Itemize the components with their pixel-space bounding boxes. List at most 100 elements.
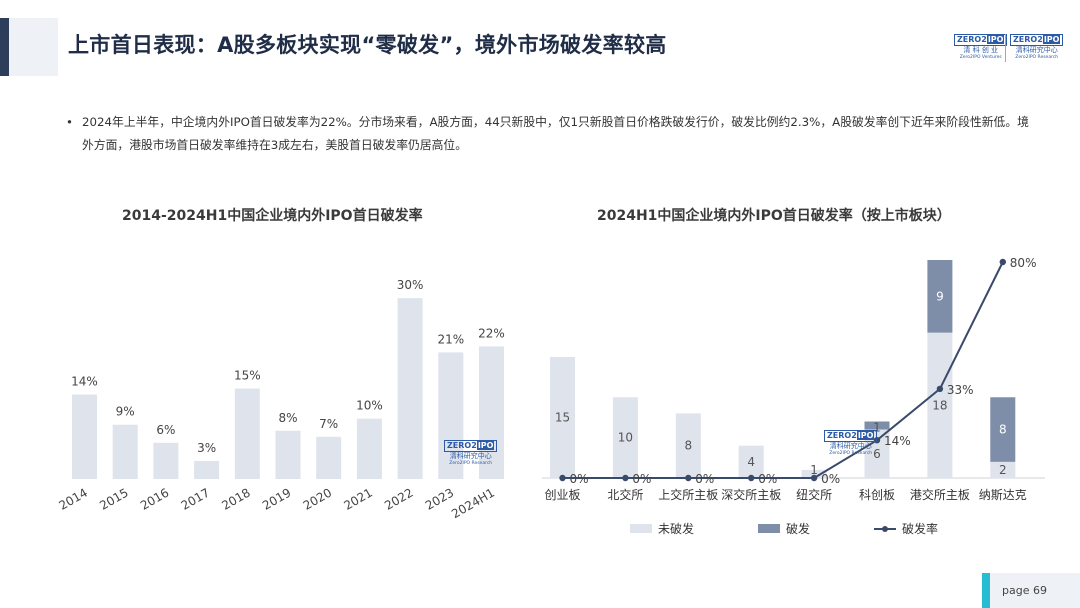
rate-label-深交所主板: 0% xyxy=(758,472,777,486)
x-tick-纳斯达克: 纳斯达克 xyxy=(979,488,1027,502)
logo-wordmark: ZERO2IPO xyxy=(954,34,1008,46)
rate-point-深交所主板 xyxy=(748,474,755,482)
data-label-2014: 14% xyxy=(71,375,98,389)
x-tick-纽交所: 纽交所 xyxy=(796,487,832,502)
bullet-point: • xyxy=(66,115,73,129)
page-number: page 69 xyxy=(1002,584,1047,597)
watermark-left: ZERO2IPO 清科研究中心 Zero2IPO Research xyxy=(444,440,498,467)
bar-unbroken-上交所主板 xyxy=(675,413,701,478)
logo-english-name: Zero2IPO Research xyxy=(1015,55,1059,60)
summary-text: 2024年上半年，中企境内外IPO首日破发率为22%。分市场来看，A股方面，44… xyxy=(82,115,1029,152)
zero2ipo-research-logo: ZERO2IPO 清科研究中心 Zero2IPO Research xyxy=(1010,34,1064,62)
legend-item-broken: 破发 xyxy=(758,520,810,537)
x-tick-北交所: 北交所 xyxy=(607,487,643,502)
bar-2024H1 xyxy=(479,346,504,479)
chart2-legend: 未破发 破发 破发率 xyxy=(630,520,938,537)
legend-swatch-broken xyxy=(758,524,781,533)
label-broken-纳斯达克: 8 xyxy=(999,423,1007,437)
legend-label-unbroken: 未破发 xyxy=(658,522,695,536)
rate-label-港交所主板: 33% xyxy=(947,383,974,397)
data-label-2023: 21% xyxy=(437,332,464,346)
rate-point-创业板 xyxy=(559,474,566,482)
rate-point-纳斯达克 xyxy=(999,258,1006,266)
summary-paragraph: • 2024年上半年，中企境内外IPO首日破发率为22%。分市场来看，A股方面，… xyxy=(66,111,1036,157)
bar-unbroken-纳斯达克 xyxy=(990,461,1016,478)
bar-2015 xyxy=(112,424,138,479)
x-tick-创业板: 创业板 xyxy=(544,488,580,502)
legend-item-rate: 破发率 xyxy=(874,520,938,537)
rate-label-创业板: 0% xyxy=(570,472,589,486)
data-label-2017: 3% xyxy=(197,441,216,455)
bar-2017 xyxy=(194,460,220,479)
label-unbroken-创业板: 15 xyxy=(555,410,570,424)
data-label-2022: 30% xyxy=(397,278,424,292)
logo-chinese-name: 清 科 创 业 xyxy=(963,46,999,54)
rate-label-纽交所: 0% xyxy=(821,472,840,486)
bar-2014 xyxy=(72,394,97,479)
bar-unbroken-创业板 xyxy=(550,356,575,478)
data-label-2015: 9% xyxy=(116,405,135,419)
watermark-wordmark: ZERO2IPO xyxy=(444,440,498,452)
data-label-2020: 7% xyxy=(319,417,338,431)
x-tick-深交所主板: 深交所主板 xyxy=(721,487,781,502)
bar-broken-科创板 xyxy=(864,421,890,430)
bar-2020 xyxy=(316,436,342,479)
x-tick-上交所主板: 上交所主板 xyxy=(658,487,718,502)
legend-swatch-rate-line xyxy=(874,525,897,532)
x-tick-港交所主板: 港交所主板 xyxy=(910,487,970,502)
bar-2023 xyxy=(438,352,464,479)
label-unbroken-上交所主板: 8 xyxy=(684,439,692,453)
data-label-2019: 8% xyxy=(278,411,297,425)
legend-swatch-unbroken xyxy=(630,524,652,533)
rate-line xyxy=(562,261,1004,479)
legend-item-unbroken: 未破发 xyxy=(630,520,694,537)
chart1-title: 2014-2024H1中国企业境内外IPO首日破发率 xyxy=(122,208,423,224)
title-accent-bar xyxy=(0,18,9,76)
logo-wordmark: ZERO2IPO xyxy=(1010,34,1064,46)
x-tick-科创板: 科创板 xyxy=(859,488,895,502)
legend-label-broken: 破发 xyxy=(786,522,811,536)
page-number-accent xyxy=(982,573,990,608)
bar-2021 xyxy=(356,418,382,479)
bar-unbroken-深交所主板 xyxy=(738,445,764,478)
bar-unbroken-港交所主板 xyxy=(927,332,953,478)
rate-point-北交所 xyxy=(622,474,629,482)
watermark-chinese: 清科研究中心 xyxy=(449,452,492,460)
bar-2022 xyxy=(397,298,423,479)
label-unbroken-科创板: 6 xyxy=(873,447,881,461)
bar-unbroken-北交所 xyxy=(612,397,638,478)
logo-english-name: Zero2IPO Ventures xyxy=(959,55,1002,60)
watermark-chinese: 清科研究中心 xyxy=(829,442,872,450)
rate-label-科创板: 14% xyxy=(884,434,911,448)
page-title: 上市首日表现：A股多板块实现“零破发”，境外市场破发率较高 xyxy=(68,33,667,57)
watermark-english: Zero2IPO Research xyxy=(449,461,493,466)
label-unbroken-北交所: 10 xyxy=(618,431,633,445)
label-unbroken-纳斯达克: 2 xyxy=(999,463,1007,477)
chart2-title: 2024H1中国企业境内外IPO首日破发率（按上市板块） xyxy=(597,208,951,224)
label-broken-科创板: 1 xyxy=(873,420,881,434)
rate-label-北交所: 0% xyxy=(632,472,651,486)
bar-2016 xyxy=(153,442,179,479)
label-unbroken-纽交所: 1 xyxy=(810,463,818,477)
bar-2019 xyxy=(275,430,301,479)
logo-chinese-name: 清科研究中心 xyxy=(1015,46,1058,54)
data-label-2021: 10% xyxy=(356,399,383,413)
title-band xyxy=(0,18,58,76)
zero2ipo-ventures-logo: ZERO2IPO 清 科 创 业 Zero2IPO Ventures xyxy=(954,34,1008,62)
data-label-2018: 15% xyxy=(234,369,261,383)
logo-divider xyxy=(1005,34,1006,62)
bar-2018 xyxy=(234,388,260,479)
page-number-box: page 69 xyxy=(982,573,1080,608)
watermark-english: Zero2IPO Research xyxy=(829,451,873,456)
watermark-wordmark: ZERO2IPO xyxy=(824,430,878,442)
data-label-2024H1: 22% xyxy=(478,326,505,340)
label-unbroken-港交所主板: 18 xyxy=(932,398,947,412)
rate-point-上交所主板 xyxy=(685,474,692,482)
label-unbroken-深交所主板: 4 xyxy=(747,455,755,469)
legend-label-rate: 破发率 xyxy=(902,522,939,536)
rate-label-纳斯达克: 80% xyxy=(1010,256,1037,270)
data-label-2016: 6% xyxy=(156,423,175,437)
rate-point-纽交所 xyxy=(810,474,818,482)
